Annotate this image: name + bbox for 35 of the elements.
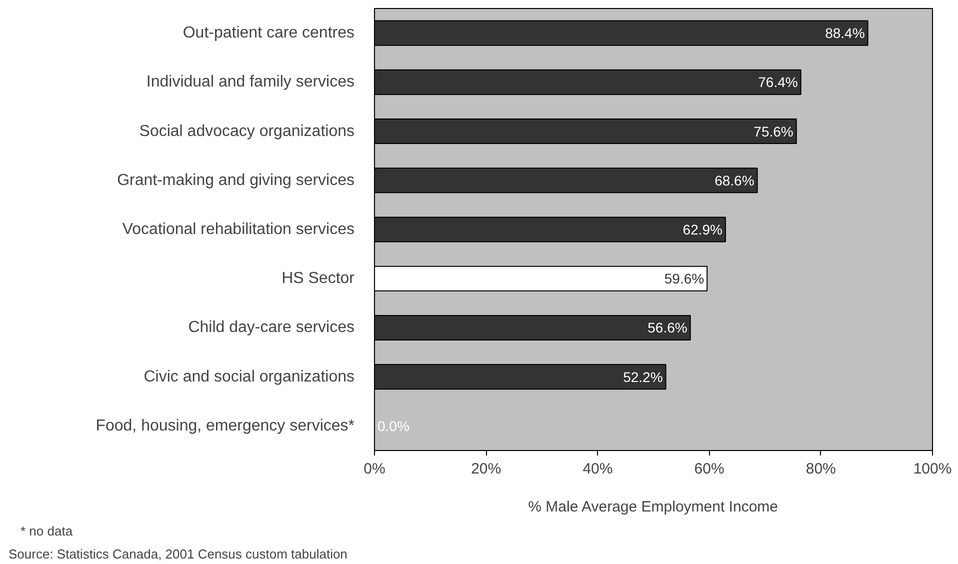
y-tick-label: Individual and family services [146,74,354,91]
data-label: 0.0% [378,418,410,434]
x-tick-label: 80% [806,460,836,478]
y-tick-label: Out-patient care centres [182,24,354,42]
x-tick-label: 40% [582,460,613,478]
x-axis-title: % Male Average Employment Income [528,498,778,516]
bar [374,266,708,292]
data-label: 76.4% [758,74,798,90]
data-label: 88.4% [825,25,865,42]
bar [374,118,797,144]
data-label: 62.9% [682,222,722,238]
data-label: 52.2% [623,368,663,385]
data-label: 68.6% [714,172,754,188]
x-tick-label: 100% [913,460,952,478]
bar [374,314,691,340]
bar [374,20,868,46]
source-note: Source: Statistics Canada, 2001 Census custom tabulation [8,546,348,562]
bar [374,364,666,390]
x-tick-label: 0% [364,460,386,478]
y-tick-label: Child day-care services [188,319,354,336]
y-tick-label: HS Sector [282,270,356,288]
text: * no data [20,524,74,538]
y-tick-label: Vocational rehabilitation services [122,221,355,238]
bar [374,216,726,242]
y-tick-label: Food, housing, emergency services* [96,417,354,434]
y-tick-label: Grant-making and giving services [117,172,354,189]
data-label: 75.6% [754,123,794,140]
x-tick-label: 20% [471,460,502,478]
x-tick-label: 60% [694,460,724,478]
bar [374,168,758,194]
bar [374,69,802,95]
data-label: 56.6% [648,320,688,336]
data-label: 59.6% [664,270,704,287]
y-tick-label: Civic and social organizations [144,368,355,386]
y-tick-label: Social advocacy organizations [139,122,354,140]
